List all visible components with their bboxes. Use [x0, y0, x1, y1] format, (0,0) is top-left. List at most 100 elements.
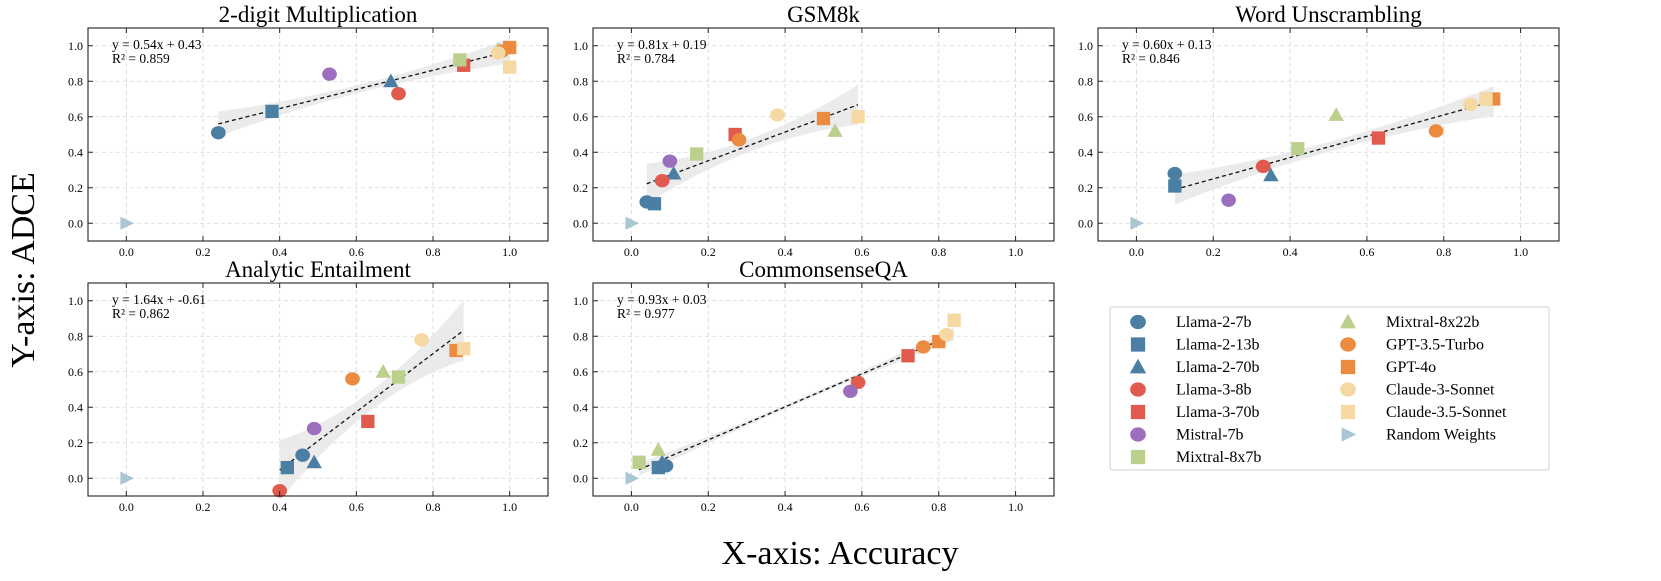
legend: Llama-2-7b Llama-2-13b Llama-2-70b Llama-3-…: [1109, 306, 1550, 471]
point-claude-3-5-sonnet: [947, 313, 961, 327]
plot-frame: [1097, 27, 1560, 242]
legend-marker-llama-3-70b: [1130, 404, 1146, 420]
chart-panel-commonsenseqa: 0.0 0.2 0.4 0.6 0.8 1.0 0.0 0.2 0.4 0.6 0.8 1.0 Comm…: [573, 257, 1055, 514]
chart-title: CommonsenseQA: [739, 257, 908, 282]
point-mixtral-8x22b: [1328, 107, 1344, 121]
y-tick-label: 0.8: [1078, 74, 1093, 88]
point-random-weights: [1130, 216, 1145, 230]
x-tick-label: 0.6: [349, 500, 364, 514]
legend-item-mistral-7b: Mistral-7b: [1130, 427, 1244, 444]
chart-title: Analytic Entailment: [225, 257, 411, 282]
point-gpt-4o: [503, 40, 517, 55]
legend-marker-claude-3-5-sonnet: [1340, 404, 1356, 420]
point-gpt-3-5-turbo: [731, 133, 747, 147]
point-claude-3-5-sonnet: [851, 110, 865, 124]
y-tick-label: 0.6: [68, 110, 83, 124]
y-tick-label: 0.2: [68, 436, 83, 450]
point-llama-2-70b: [654, 454, 670, 469]
legend-label: Llama-3-70b: [1176, 404, 1260, 421]
legend-item-claude-3-sonnet: Claude-3-Sonnet: [1340, 382, 1495, 399]
y-tick-label: 0.8: [573, 329, 588, 343]
y-tick-label: 0.2: [573, 436, 588, 450]
legend-marker-gpt-3-5-turbo: [1340, 337, 1356, 352]
x-tick-label: 0.2: [196, 245, 211, 259]
legend-marker-llama-2-7b: [1130, 314, 1146, 330]
legend-label: GPT-4o: [1386, 359, 1436, 376]
chart-title: Word Unscrambling: [1235, 2, 1422, 27]
legend-marker-mixtral-8x22b: [1339, 313, 1357, 329]
point-mixtral-8x22b: [375, 364, 391, 378]
point-gpt-3-5-turbo: [916, 340, 931, 354]
point-random-weights: [625, 216, 640, 230]
x-tick-label: 0.0: [624, 500, 639, 514]
point-claude-3-sonnet: [939, 327, 954, 342]
point-llama-3-70b: [901, 349, 915, 363]
chart-title: GSM8k: [787, 2, 860, 27]
legend-marker-llama-3-8b: [1130, 382, 1146, 397]
x-tick-label: 0.0: [1129, 245, 1144, 259]
legend-item-gpt-4o: GPT-4o: [1340, 359, 1436, 376]
chart-panel-2-digit-multiplication: 0.0 0.2 0.4 0.6 0.8 1.0 0.0 0.2 0.4 0.6 0.8 1.0 2-di…: [68, 2, 549, 259]
point-llama-2-13b: [265, 104, 279, 119]
legend-label: Llama-3-8b: [1176, 382, 1252, 399]
y-tick-label: 0.6: [573, 110, 588, 124]
fit-r-squared: R² = 0.784: [617, 51, 675, 66]
point-mistral-7b: [322, 67, 337, 81]
point-llama-2-70b: [383, 73, 399, 88]
fit-r-squared: R² = 0.846: [1122, 51, 1180, 66]
fit-r-squared: R² = 0.977: [617, 306, 675, 321]
point-random-weights: [120, 216, 135, 230]
regression-line: [638, 333, 955, 471]
y-tick-label: 1.0: [573, 294, 588, 308]
chart-panel-word-unscrambling: 0.0 0.2 0.4 0.6 0.8 1.0 0.0 0.2 0.4 0.6 0.8 1.0 Word…: [1078, 2, 1560, 259]
legend-marker-mistral-7b: [1130, 427, 1146, 442]
plot-frame: [592, 282, 1055, 497]
point-mixtral-8x7b: [453, 53, 467, 67]
x-tick-label: 0.0: [119, 245, 134, 259]
y-tick-label: 0.8: [573, 74, 588, 88]
x-tick-label: 0.0: [624, 245, 639, 259]
legend-label: Random Weights: [1386, 427, 1496, 444]
x-tick-label: 0.8: [1436, 245, 1451, 259]
y-tick-label: 0.4: [573, 400, 588, 414]
legend-item-claude-3-5-sonnet: Claude-3.5-Sonnet: [1340, 404, 1507, 421]
legend-item-gpt-3-5-turbo: GPT-3.5-Turbo: [1340, 337, 1484, 354]
point-mixtral-8x22b: [650, 442, 667, 456]
y-tick-label: 0.0: [68, 471, 83, 485]
legend-label: Claude-3-Sonnet: [1386, 382, 1495, 399]
point-llama-3-8b: [654, 174, 670, 188]
point-mixtral-8x7b: [690, 147, 704, 161]
fit-r-squared: R² = 0.859: [112, 51, 170, 66]
legend-label: Llama-2-7b: [1176, 314, 1252, 331]
legend-marker-gpt-4o: [1340, 359, 1356, 375]
plot-frame: [87, 282, 549, 497]
point-gpt-3-5-turbo: [1428, 124, 1444, 138]
point-claude-3-5-sonnet: [457, 342, 471, 356]
chart-panel-gsm8k: 0.0 0.2 0.4 0.6 0.8 1.0 0.0 0.2 0.4 0.6 0.8 1.0 GSM8…: [573, 2, 1055, 259]
x-tick-label: 0.4: [272, 500, 287, 514]
x-tick-label: 1.0: [1008, 500, 1023, 514]
point-llama-3-8b: [272, 484, 288, 498]
x-tick-label: 1.0: [502, 500, 517, 514]
x-tick-label: 0.4: [272, 245, 287, 259]
chart-title: 2-digit Multiplication: [219, 2, 418, 27]
point-llama-2-70b: [306, 454, 322, 469]
x-tick-label: 0.2: [701, 500, 716, 514]
point-llama-2-7b: [295, 448, 311, 462]
fit-equation: y = 1.64x + -0.61: [112, 292, 206, 307]
legend-label: Mixtral-8x7b: [1176, 449, 1261, 466]
y-tick-label: 0.0: [1078, 216, 1093, 230]
x-tick-label: 0.6: [1359, 245, 1374, 259]
regression-line: [1174, 100, 1494, 191]
point-claude-3-5-sonnet: [503, 60, 517, 74]
y-tick-label: 0.8: [68, 74, 83, 88]
y-tick-label: 0.0: [573, 471, 588, 485]
point-llama-3-8b: [1255, 159, 1271, 174]
point-mistral-7b: [1221, 193, 1236, 207]
x-tick-label: 0.2: [1206, 245, 1221, 259]
global-y-axis-label: Y-axis: ADCE: [2, 120, 46, 420]
legend-item-llama-3-8b: Llama-3-8b: [1130, 382, 1252, 399]
point-llama-3-70b: [1371, 131, 1386, 145]
regression-line: [279, 329, 465, 471]
